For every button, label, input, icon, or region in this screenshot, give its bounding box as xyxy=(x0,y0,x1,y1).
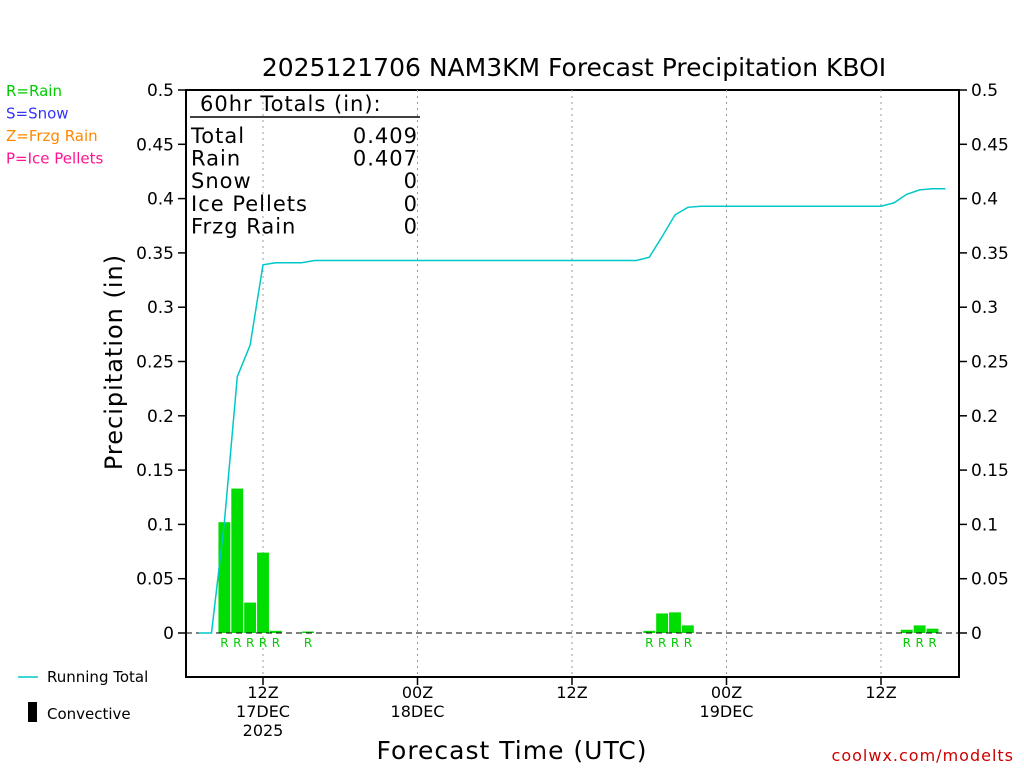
y-tick-label-right: 0.25 xyxy=(971,353,1009,373)
precip-type-label: R xyxy=(915,636,923,650)
running-total-series xyxy=(198,188,946,634)
x-tick-label: 17DEC xyxy=(236,702,290,721)
totals-row-value: 0 xyxy=(404,192,418,216)
totals-row-value: 0 xyxy=(404,214,418,238)
precip-type-label: R xyxy=(272,636,280,650)
gridlines xyxy=(262,90,882,677)
rain-bar xyxy=(656,613,669,633)
precip-bars xyxy=(218,488,939,633)
precip-type-label: R xyxy=(903,636,911,650)
y-tick-label-left: 0.5 xyxy=(147,81,174,101)
totals-row-label: Snow xyxy=(191,169,252,193)
totals-box: 60hr Totals (in): Total 0.409 Rain 0.407 Sno… xyxy=(190,92,420,238)
running-total-legend-label: Running Total xyxy=(47,668,148,686)
x-tick-label: 00Z xyxy=(402,683,433,702)
rain-bar xyxy=(269,630,282,633)
rain-bar xyxy=(257,552,269,633)
x-axis-label: Forecast Time (UTC) xyxy=(377,736,648,765)
y-axis-label: Precipitation (in) xyxy=(100,254,128,470)
precip-type-label: R xyxy=(671,636,679,650)
precip-type-legend-entry: S=Snow xyxy=(6,105,69,123)
precip-type-label: R xyxy=(259,636,267,650)
x-tick-label: 12Z xyxy=(247,683,278,702)
precip-type-label: R xyxy=(304,636,312,650)
y-tick-label-left: 0.4 xyxy=(147,190,174,210)
rain-bar xyxy=(302,631,314,633)
rain-bar xyxy=(669,612,681,633)
y-tick-label-right: 0.4 xyxy=(971,190,998,210)
y-tick-label-left: 0.2 xyxy=(147,407,174,427)
chart-title: 2025121706 NAM3KM Forecast Precipitation… xyxy=(262,53,886,82)
y-tick-label-left: 0.05 xyxy=(136,570,174,590)
precip-type-label: R xyxy=(220,636,228,650)
source-credit: coolwx.com/modelts xyxy=(832,746,1014,765)
precip-type-legend-entry: Z=Frzg Rain xyxy=(6,127,98,145)
precip-type-label: R xyxy=(658,636,666,650)
rain-bar xyxy=(913,625,926,633)
y-tick-label-right: 0.5 xyxy=(971,81,998,101)
y-axis-right: 0 0.05 0.1 0.15 0.2 0.25 0.3 0.35 0.4 0.45 0.5 xyxy=(959,81,1009,644)
rain-bar xyxy=(681,625,694,633)
totals-heading: 60hr Totals (in): xyxy=(200,92,382,116)
y-tick-label-right: 0.2 xyxy=(971,407,998,427)
y-tick-label-left: 0.25 xyxy=(136,353,174,373)
y-tick-label-right: 0 xyxy=(971,624,982,644)
x-tick-label: 2025 xyxy=(243,721,284,740)
x-tick-label: 12Z xyxy=(865,683,896,702)
y-tick-label-right: 0.45 xyxy=(971,135,1009,155)
y-tick-label-left: 0 xyxy=(163,624,174,644)
precip-type-legend-entry: R=Rain xyxy=(6,82,62,100)
precip-type-label: R xyxy=(233,636,241,650)
y-tick-label-left: 0.45 xyxy=(136,135,174,155)
series-legend: Running Total Convective xyxy=(18,668,148,723)
x-tick-label: 12Z xyxy=(556,683,587,702)
y-tick-label-right: 0.3 xyxy=(971,298,998,318)
convective-legend-swatch xyxy=(28,702,37,722)
x-tick-label: 00Z xyxy=(711,683,742,702)
y-tick-label-left: 0.15 xyxy=(136,461,174,481)
x-tick-label: 19DEC xyxy=(700,702,754,721)
precip-type-label: R xyxy=(645,636,653,650)
totals-row-label: Total xyxy=(190,124,245,148)
y-tick-label-right: 0.05 xyxy=(971,570,1009,590)
rain-bar xyxy=(900,629,913,633)
totals-rows: Total 0.409 Rain 0.407 Snow 0 Ice Pellets 0 Frzg… xyxy=(190,124,418,238)
totals-row-value: 0.407 xyxy=(353,147,418,171)
y-tick-label-left: 0.35 xyxy=(136,244,174,264)
precip-type-label: R xyxy=(246,636,254,650)
totals-row-label: Frzg Rain xyxy=(191,214,296,238)
convective-legend-label: Convective xyxy=(47,705,131,723)
totals-row-value: 0.409 xyxy=(353,124,418,148)
rain-bar xyxy=(244,602,257,633)
rain-bar xyxy=(231,488,244,633)
totals-row-label: Ice Pellets xyxy=(191,192,308,216)
y-tick-label-left: 0.1 xyxy=(147,515,174,535)
totals-row-label: Rain xyxy=(191,147,241,171)
precip-type-legend: R=Rain S=Snow Z=Frzg Rain P=Ice Pellets xyxy=(6,82,103,168)
y-tick-label-right: 0.35 xyxy=(971,244,1009,264)
rain-bar xyxy=(218,522,231,633)
precip-type-label: R xyxy=(684,636,692,650)
y-tick-label-left: 0.3 xyxy=(147,298,174,318)
precip-type-legend-entry: P=Ice Pellets xyxy=(6,150,103,168)
rain-bar xyxy=(926,628,939,633)
y-tick-label-right: 0.1 xyxy=(971,515,998,535)
precip-type-label: R xyxy=(928,636,936,650)
totals-row-value: 0 xyxy=(404,169,418,193)
x-tick-label: 18DEC xyxy=(391,702,445,721)
y-axis-left: 0 0.05 0.1 0.15 0.2 0.25 0.3 0.35 0.4 0.45 0.5 xyxy=(136,81,186,644)
running-total-line xyxy=(198,188,946,634)
y-tick-label-right: 0.15 xyxy=(971,461,1009,481)
rain-bar xyxy=(643,630,656,633)
